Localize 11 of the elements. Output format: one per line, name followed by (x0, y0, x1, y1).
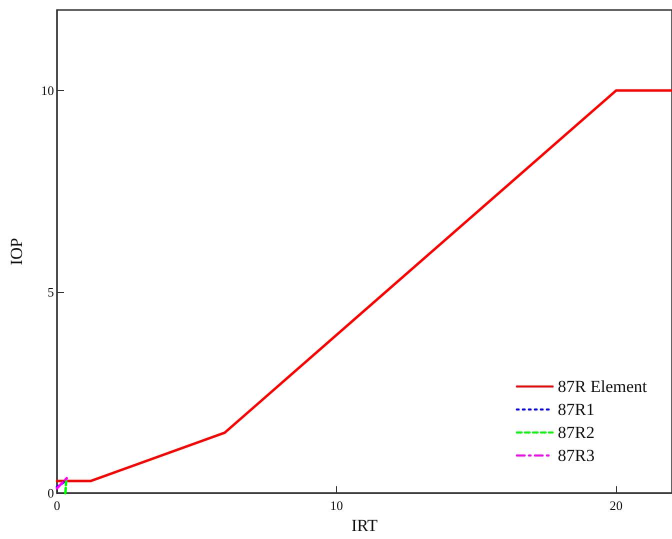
legend-label: 87R Element (558, 377, 648, 396)
y-tick-label: 5 (48, 284, 54, 300)
x-tick-label: 10 (330, 498, 344, 514)
y-tick-label: 0 (48, 486, 54, 501)
legend-label: 87R2 (558, 423, 595, 442)
x-tick-label: 20 (610, 498, 623, 514)
legend-label: 87R1 (558, 400, 595, 419)
legend-label: 87R3 (558, 446, 595, 465)
x-axis-title: IRT (351, 516, 378, 535)
y-axis-title: IOP (7, 238, 26, 266)
y-tick-label: 10 (41, 83, 54, 98)
